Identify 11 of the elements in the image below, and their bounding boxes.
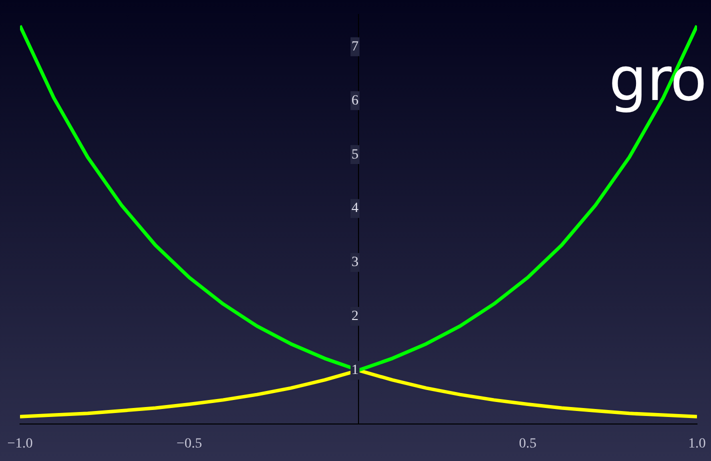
- y-tick-label: 2: [352, 309, 358, 324]
- y-tick-label: 1: [352, 362, 358, 378]
- x-tick-label: −0.5: [176, 436, 202, 452]
- y-tick-label: 5: [352, 147, 358, 162]
- x-tick-label: 0.5: [519, 436, 536, 452]
- x-tick-label: 1.0: [688, 436, 706, 452]
- x-tick-label: −1.0: [7, 436, 33, 452]
- y-tick-label: 4: [352, 201, 358, 216]
- y-tick-label: 6: [352, 93, 358, 108]
- y-tick-label: 7: [352, 39, 358, 54]
- y-tick-label: 3: [352, 255, 358, 270]
